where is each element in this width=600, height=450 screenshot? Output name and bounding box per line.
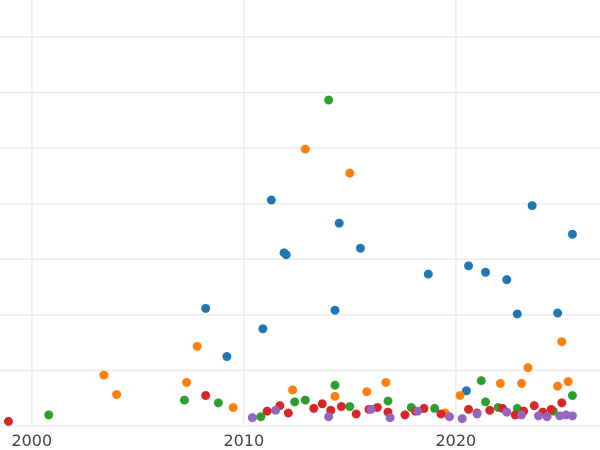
y-gridlines (0, 36, 600, 427)
data-point (423, 269, 433, 279)
data-point (567, 411, 577, 421)
data-point (542, 412, 552, 422)
data-point (330, 391, 340, 401)
data-point (324, 412, 334, 422)
data-point (351, 409, 361, 419)
data-point (201, 303, 211, 313)
data-point (502, 275, 512, 285)
data-point (430, 403, 440, 413)
data-point (281, 250, 291, 260)
data-point (485, 405, 495, 415)
data-point (300, 144, 310, 154)
data-point (517, 410, 527, 420)
data-point (381, 377, 391, 387)
x-tick-label: 2010 (223, 431, 264, 450)
data-point (413, 406, 423, 416)
data-point (502, 407, 512, 417)
data-point (44, 410, 54, 420)
data-point (247, 413, 257, 423)
data-point (222, 352, 232, 362)
data-point (271, 405, 281, 415)
data-point (512, 309, 522, 319)
series-0 (201, 195, 577, 396)
data-point (213, 398, 223, 408)
data-points (3, 95, 577, 426)
data-point (567, 390, 577, 400)
x-tick-label: 2020 (435, 431, 476, 450)
data-point (258, 324, 268, 334)
data-point (472, 409, 482, 419)
data-point (553, 308, 563, 318)
data-point (290, 397, 300, 407)
data-point (192, 341, 202, 351)
data-point (455, 390, 465, 400)
data-point (345, 168, 355, 178)
data-point (567, 229, 577, 239)
data-point (336, 402, 346, 412)
x-gridlines (31, 0, 457, 426)
data-point (436, 409, 446, 419)
data-point (3, 416, 13, 426)
data-point (464, 261, 474, 271)
data-point (383, 396, 393, 406)
data-point (563, 377, 573, 387)
data-point (534, 411, 544, 421)
data-point (529, 401, 539, 411)
data-point (262, 406, 272, 416)
data-point (464, 404, 474, 414)
data-point (288, 385, 298, 395)
series-4 (247, 404, 577, 424)
series-2 (44, 95, 577, 422)
data-point (309, 403, 319, 413)
data-point (324, 95, 334, 105)
data-point (385, 413, 395, 423)
data-point (99, 370, 109, 380)
data-point (334, 218, 344, 228)
data-point (557, 398, 567, 408)
data-point (517, 378, 527, 388)
data-point (266, 195, 276, 205)
data-point (444, 412, 454, 422)
data-point (481, 267, 491, 277)
data-point (330, 380, 340, 390)
data-point (481, 397, 491, 407)
series-1 (99, 144, 573, 418)
data-point (461, 386, 471, 396)
series-3 (3, 390, 567, 426)
data-point (256, 412, 266, 422)
data-point (317, 399, 327, 409)
data-point (523, 363, 533, 373)
data-point (330, 305, 340, 315)
data-point (400, 410, 410, 420)
data-point (201, 390, 211, 400)
data-point (457, 414, 467, 424)
data-point (476, 376, 486, 386)
data-point (182, 377, 192, 387)
data-point (355, 243, 365, 253)
x-tick-label: 2000 (11, 431, 52, 450)
data-point (510, 410, 520, 420)
data-point (546, 404, 556, 414)
x-tick-labels: 2000 2010 2020 (11, 431, 476, 450)
data-point (179, 395, 189, 405)
data-point (495, 378, 505, 388)
data-point (228, 402, 238, 412)
data-point (557, 337, 567, 347)
data-point (362, 387, 372, 397)
data-point (527, 201, 537, 211)
data-point (553, 381, 563, 391)
data-point (283, 408, 293, 418)
data-point (300, 395, 310, 405)
data-point (366, 404, 376, 414)
data-point (112, 390, 122, 400)
data-point (345, 402, 355, 412)
